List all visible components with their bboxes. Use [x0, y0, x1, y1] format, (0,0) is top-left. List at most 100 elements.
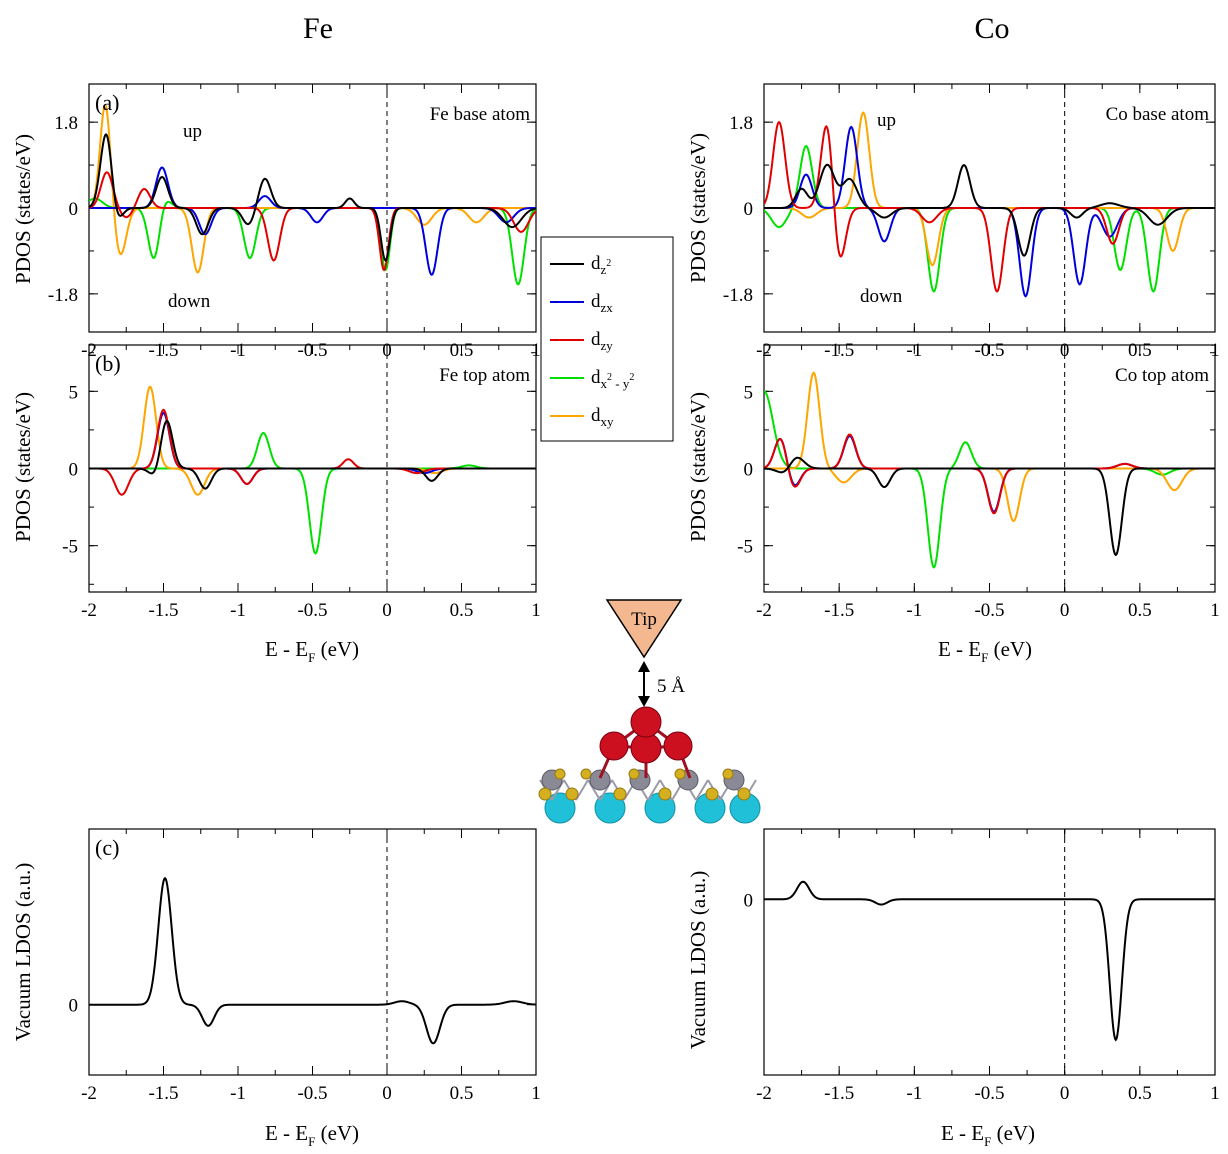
cluster-atom: [599, 731, 629, 761]
y-tick-label: 1.8: [54, 113, 78, 134]
curves: [764, 371, 1215, 569]
x-tick-label: -2: [81, 600, 97, 621]
atom-cluster: [538, 706, 761, 824]
plot-frame: [763, 828, 1216, 1076]
panel-fe-vacuum-ldos: -2 -1.5 -1 -0.5 0 0.5 1 0 (c): [69, 828, 541, 1104]
x-tick-label: 0.5: [450, 600, 474, 621]
x-tick-label: 1: [531, 600, 541, 621]
y-tick-label: -5: [737, 537, 753, 558]
x-tick-label: 0: [382, 1083, 392, 1104]
lattice-bond: [587, 779, 601, 801]
x-tick-label: 0: [1060, 600, 1070, 621]
co-up-label: up: [877, 110, 896, 131]
distance-label: 5 Å: [657, 676, 685, 697]
y-tick-label: 5: [69, 382, 79, 403]
x-tick-label: 1: [1210, 1083, 1220, 1104]
chalcogen-atom: [705, 787, 719, 801]
panel-fe-base-atom: -2 -1.5 -1 -0.5 0 0.5 1-1.801.8(a) Fe base atom: [48, 83, 541, 361]
substrate-atom: [544, 792, 576, 824]
x-tick-label: -1.5: [148, 600, 178, 621]
metal-atom: [589, 769, 611, 791]
lattice-bond: [599, 779, 613, 801]
legend-label-dx2y2: dx2 - y2: [591, 367, 634, 391]
chalcogen-atom: [613, 787, 627, 801]
fe-pdos-ylabel-a: PDOS (states/eV): [11, 134, 35, 284]
legend-label-dxy: dxy: [591, 405, 614, 429]
y-tick-label: 1.8: [729, 113, 753, 134]
curves: [89, 385, 536, 555]
x-tick-label: 0: [1060, 1083, 1070, 1104]
chalcogen-atom: [538, 787, 552, 801]
panel-fe-top-atom: -2 -1.5 -1 -0.5 0 0.5 1 -5 0 5 (b) Fe top atom: [62, 344, 541, 621]
series-ldos-line: [89, 876, 536, 1045]
series-dx2y2-line: [89, 197, 536, 286]
chalcogen-atom: [580, 768, 592, 780]
series-dx2y2-line: [764, 390, 1215, 569]
atom-label: Fe top atom: [439, 365, 530, 386]
x-tick-label: -0.5: [974, 1083, 1004, 1104]
co-title: Co: [974, 12, 1009, 45]
cluster-atom: [630, 706, 662, 738]
series-dzy-line: [764, 433, 1215, 515]
x-tick-label: -2: [756, 1083, 772, 1104]
co-ldos-ylabel: Vacuum LDOS (a.u.): [686, 871, 710, 1049]
x-tick-label: -1: [906, 1083, 922, 1104]
chalcogen-atom: [674, 768, 686, 780]
co-xlabel-bottom: E - EF (eV): [941, 1121, 1035, 1149]
x-tick-label: 0.5: [450, 1083, 474, 1104]
y-tick-label: 0: [744, 890, 754, 911]
y-tick-label: 5: [744, 382, 754, 403]
x-tick-label: 0.5: [1128, 1083, 1152, 1104]
x-tick-label: -0.5: [297, 600, 327, 621]
x-tick-label: -2: [81, 1083, 97, 1104]
co-down-label: down: [860, 286, 903, 307]
substrate-atom: [594, 792, 626, 824]
curves: [764, 111, 1215, 298]
fe-down-label: down: [168, 291, 211, 312]
distance-arrow-down: [638, 696, 650, 707]
co-pdos-ylabel-a: PDOS (states/eV): [686, 133, 710, 283]
tip-structure-illustration: Tip 5 Å: [538, 599, 761, 824]
x-tick-label: -1.5: [824, 1083, 854, 1104]
series-dx2y2-line: [89, 431, 536, 555]
legend: dz2 dzx dzy dx2 - y2 dxy: [540, 236, 674, 442]
panel-co-vacuum-ldos: -2 -1.5 -1 -0.5 0 0.5 1 0: [744, 828, 1220, 1104]
series-dz2-line: [89, 133, 536, 262]
x-tick-label: 0.5: [1128, 600, 1152, 621]
lattice-bond: [647, 779, 661, 801]
y-tick-label: 0: [69, 460, 79, 481]
panel-tag: (b): [95, 351, 121, 376]
fe-xlabel-bottom: E - EF (eV): [265, 1121, 359, 1149]
series-dzx-line: [764, 125, 1215, 298]
y-tick-label: -5: [62, 537, 78, 558]
tip-label: Tip: [631, 609, 657, 630]
panel-tag: (a): [95, 90, 119, 115]
co-pdos-ylabel-b: PDOS (states/eV): [686, 392, 710, 542]
panel-co-base-atom: -2 -1.5 -1 -0.5 0 0.5 1-1.801.8 Co base atom: [723, 83, 1220, 361]
fe-xlabel-top: E - EF (eV): [265, 637, 359, 665]
chalcogen-atom: [554, 768, 566, 780]
distance-arrow-up: [638, 661, 650, 672]
x-tick-label: -1: [906, 600, 922, 621]
y-tick-label: 0: [744, 460, 754, 481]
x-tick-label: -1.5: [824, 600, 854, 621]
panel-tag: (c): [95, 835, 119, 860]
panel-co-top-atom: -2 -1.5 -1 -0.5 0 0.5 1 -5 0 5 Co top atom: [737, 344, 1220, 621]
chalcogen-atom: [722, 768, 734, 780]
y-tick-label: -1.8: [723, 285, 753, 306]
legend-label-dz2: dz2: [591, 253, 611, 277]
x-tick-label: -0.5: [297, 1083, 327, 1104]
fe-title: Fe: [303, 12, 333, 45]
chalcogen-atom: [628, 768, 640, 780]
lattice-bond: [575, 779, 589, 801]
chalcogen-atom: [565, 787, 579, 801]
curves: [764, 880, 1215, 1042]
fe-ldos-ylabel: Vacuum LDOS (a.u.): [11, 863, 35, 1041]
atom-label: Co base atom: [1106, 104, 1210, 125]
series-dzy-line: [764, 120, 1215, 293]
series-dz2-line: [764, 163, 1215, 257]
x-tick-label: 1: [531, 1083, 541, 1104]
y-tick-label: 0: [744, 199, 754, 220]
fe-up-label: up: [183, 121, 202, 142]
